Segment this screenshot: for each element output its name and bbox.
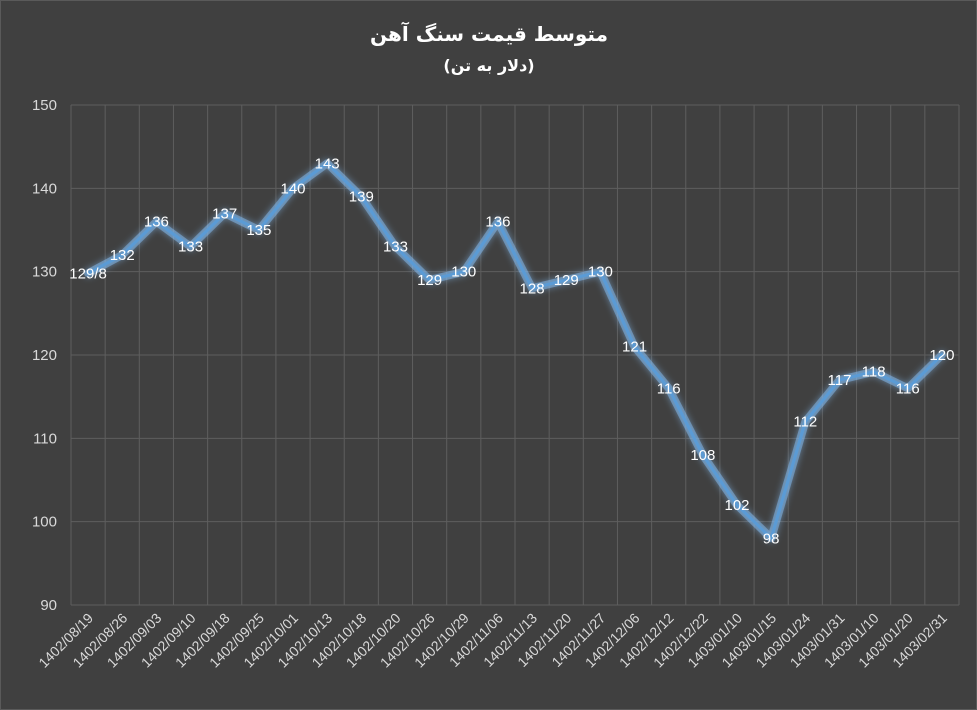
data-label: 129/8 xyxy=(69,265,107,282)
data-label: 116 xyxy=(657,380,681,397)
series-line-group xyxy=(84,159,946,543)
y-axis-ticks: 90 100 110 120 130 140 150 xyxy=(32,97,57,614)
data-label: 116 xyxy=(896,380,920,397)
data-label: 130 xyxy=(588,264,613,281)
y-tick-label: 150 xyxy=(32,97,57,114)
data-label: 140 xyxy=(280,180,305,197)
data-label: 129 xyxy=(554,272,579,289)
data-point xyxy=(359,195,363,199)
data-label: 128 xyxy=(520,280,545,297)
data-label: 102 xyxy=(724,497,749,514)
data-point xyxy=(462,270,466,274)
data-label: 129 xyxy=(417,272,442,289)
data-point xyxy=(325,161,329,165)
data-point xyxy=(496,220,500,224)
data-point xyxy=(667,386,671,390)
data-point xyxy=(257,228,261,232)
data-label: 135 xyxy=(246,222,271,239)
data-point xyxy=(86,271,90,275)
data-point xyxy=(154,220,158,224)
data-point xyxy=(428,278,432,282)
data-point xyxy=(872,370,876,374)
gridlines xyxy=(70,104,960,606)
chart-subtitle: (دلار به تن) xyxy=(443,56,534,75)
data-label: 137 xyxy=(212,205,237,222)
data-point xyxy=(837,378,841,382)
data-label: 112 xyxy=(793,414,817,431)
data-label: 118 xyxy=(862,364,886,381)
data-point xyxy=(701,453,705,457)
y-tick-label: 110 xyxy=(33,430,57,447)
data-label: 143 xyxy=(315,155,340,172)
data-label: 136 xyxy=(485,214,510,231)
data-point xyxy=(633,345,637,349)
data-point xyxy=(735,503,739,507)
data-point xyxy=(564,278,568,282)
data-label: 133 xyxy=(383,239,408,256)
x-axis-ticks: 1402/08/191402/08/261402/09/031402/09/10… xyxy=(35,610,950,671)
data-point xyxy=(598,270,602,274)
data-point xyxy=(940,353,944,357)
data-label: 130 xyxy=(451,264,476,281)
data-label: 136 xyxy=(144,214,169,231)
data-point xyxy=(223,211,227,215)
data-point xyxy=(769,536,773,540)
data-label: 120 xyxy=(929,347,954,364)
data-label: 121 xyxy=(622,339,647,356)
y-tick-label: 120 xyxy=(32,347,57,364)
chart-title: متوسط قیمت سنگ آهن xyxy=(370,21,608,46)
series-line xyxy=(86,161,944,540)
y-tick-label: 140 xyxy=(32,180,57,197)
data-point xyxy=(393,245,397,249)
data-point xyxy=(803,420,807,424)
y-tick-label: 90 xyxy=(40,597,57,614)
y-tick-label: 130 xyxy=(32,264,57,281)
data-label: 139 xyxy=(349,189,374,206)
data-label: 98 xyxy=(763,530,780,547)
data-label: 117 xyxy=(828,372,852,389)
data-label: 108 xyxy=(690,447,715,464)
data-label: 132 xyxy=(110,247,135,264)
data-point xyxy=(906,386,910,390)
data-point xyxy=(530,286,534,290)
data-point xyxy=(120,253,124,257)
y-tick-label: 100 xyxy=(32,514,57,531)
data-point xyxy=(291,186,295,190)
data-label: 133 xyxy=(178,239,203,256)
data-point xyxy=(189,245,193,249)
